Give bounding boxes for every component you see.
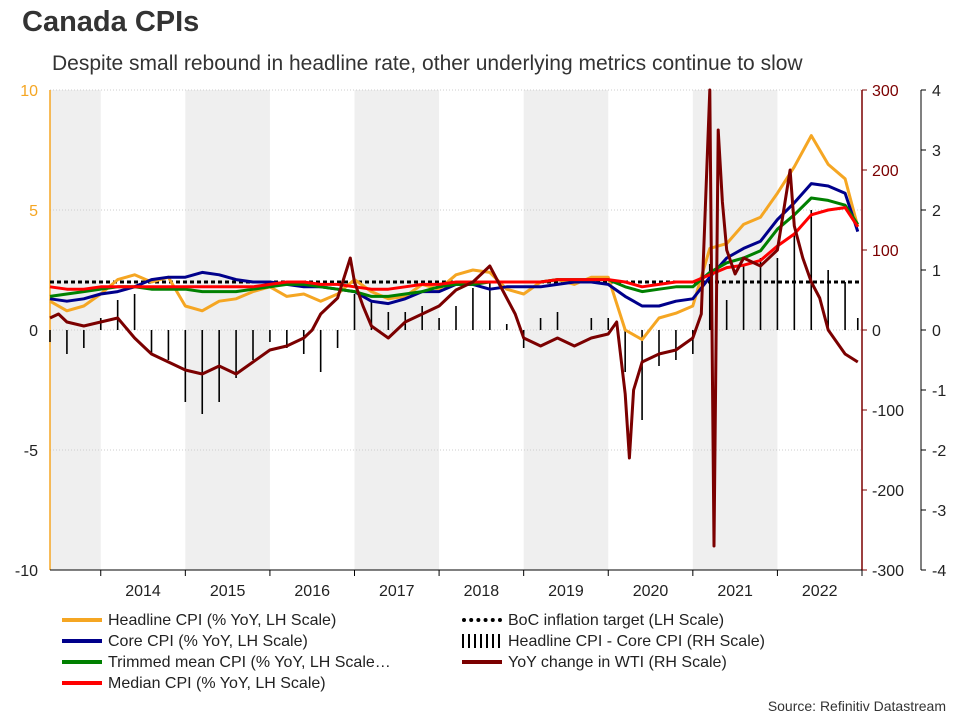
median-series-line [49, 206, 860, 291]
legend-label: Trimmed mean CPI (% YoY, LH Scale… [108, 654, 391, 671]
x-axis-tick-label: 2014 [125, 583, 161, 600]
far-right-axis-tick-label: -4 [932, 563, 946, 580]
wti-series-line [49, 88, 859, 548]
legend-swatch [62, 639, 102, 643]
legend-label: Core CPI (% YoY, LH Scale) [108, 633, 308, 650]
far-right-axis-tick-label: 1 [932, 263, 941, 280]
source-note: Source: Refinitiv Datastream [767, 698, 946, 714]
x-axis-tick-label: 2016 [294, 583, 330, 600]
x-axis-tick-label: 2015 [210, 583, 246, 600]
legend-label: YoY change in WTI (RH Scale) [508, 654, 727, 671]
legend-label: BoC inflation target (LH Scale) [508, 612, 725, 629]
trimmed-series-line [49, 196, 860, 298]
x-axis-tick-label: 2020 [633, 583, 669, 600]
left-axis-tick-label: 5 [29, 203, 38, 220]
right-axis-tick-label: -300 [872, 563, 904, 580]
legend-swatch [62, 681, 102, 685]
left-axis-tick-label: 10 [20, 83, 38, 100]
legend-swatch [462, 618, 502, 622]
left-axis-tick-label: -5 [24, 443, 38, 460]
right-axis-tick-label: -100 [872, 403, 904, 420]
right-axis-tick-label: -200 [872, 483, 904, 500]
legend-swatch [62, 618, 102, 622]
far-right-axis-tick-label: -1 [932, 383, 946, 400]
legend-label: Headline CPI - Core CPI (RH Scale) [508, 633, 765, 650]
x-axis-tick-label: 2021 [717, 583, 753, 600]
year-shade-band [50, 90, 101, 570]
chart-legend: Headline CPI (% YoY, LH Scale) BoC inflat… [62, 610, 862, 698]
left-axis-tick-label: 0 [29, 323, 38, 340]
left-axis-tick-label: -10 [15, 563, 38, 580]
chart-subtitle: Despite small rebound in headline rate, … [52, 52, 803, 75]
legend-swatch [462, 634, 502, 648]
legend-label: Median CPI (% YoY, LH Scale) [108, 675, 326, 692]
far-right-axis-tick-label: -2 [932, 443, 946, 460]
right-axis-tick-label: 200 [872, 163, 899, 180]
year-shade-band [523, 90, 609, 570]
far-right-axis-tick-label: 4 [932, 83, 941, 100]
far-right-axis-tick-label: 3 [932, 143, 941, 160]
x-axis-tick-label: 2017 [379, 583, 415, 600]
far-right-axis-tick-label: 0 [932, 323, 941, 340]
chart-title: Canada CPIs [22, 6, 200, 38]
right-axis-tick-label: 100 [872, 243, 899, 260]
legend-swatch [62, 660, 102, 664]
legend-swatch [462, 660, 502, 664]
chart-svg: 1050-5-103002001000-100-200-30043210-1-2… [15, 83, 946, 600]
right-axis-tick-label: 300 [872, 83, 899, 100]
x-axis-tick-label: 2022 [802, 583, 838, 600]
x-axis-tick-label: 2019 [548, 583, 584, 600]
x-axis-tick-label: 2018 [464, 583, 500, 600]
far-right-axis-tick-label: -3 [932, 503, 946, 520]
right-axis-tick-label: 0 [872, 323, 881, 340]
far-right-axis-tick-label: 2 [932, 203, 941, 220]
legend-label: Headline CPI (% YoY, LH Scale) [108, 612, 337, 629]
